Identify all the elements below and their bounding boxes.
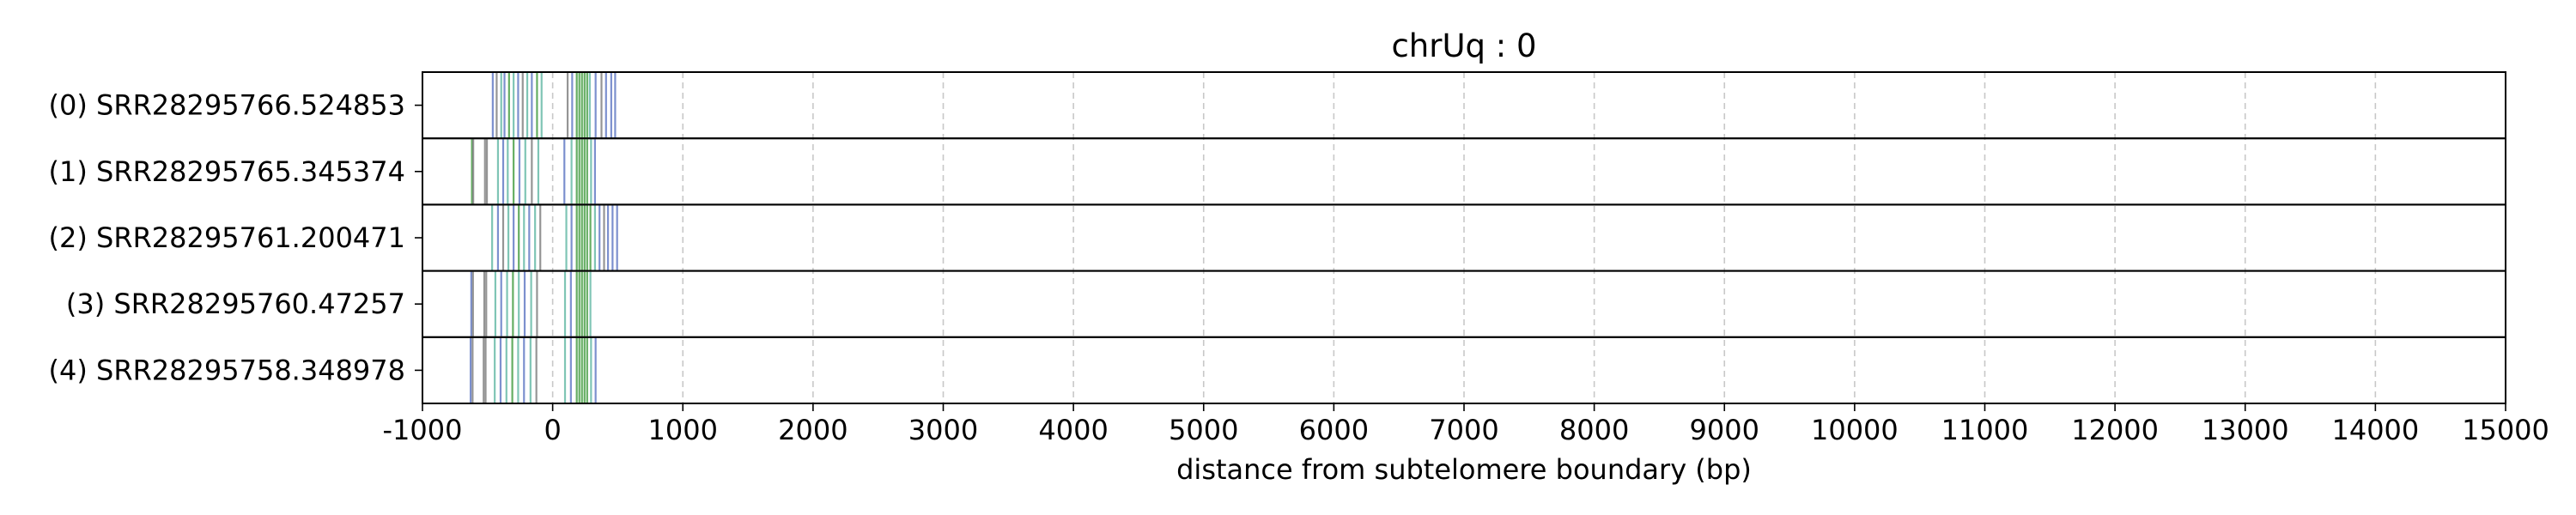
- chart-title: chrUq : 0: [1391, 27, 1536, 64]
- row-label: (4) SRR28295758.348978: [49, 354, 405, 386]
- row-label: (0) SRR28295766.524853: [49, 89, 405, 122]
- row-label: (2) SRR28295761.200471: [49, 221, 405, 254]
- x-tick-label: 1000: [648, 414, 718, 446]
- x-axis: -1000 0 1000 2000 3000 4000 5000 6000 7000 8000 90…: [383, 403, 2549, 446]
- x-tick-label: 3000: [908, 414, 978, 446]
- x-tick-label: 15000: [2462, 414, 2549, 446]
- x-tick-label: -1000: [383, 414, 463, 446]
- x-tick-label: 4000: [1038, 414, 1108, 446]
- row-label: (1) SRR28295765.345374: [49, 155, 405, 188]
- x-tick-label: 2000: [778, 414, 848, 446]
- plot-marks: [470, 73, 618, 403]
- x-tick-label: 11000: [1941, 414, 2029, 446]
- x-axis-label: distance from subtelomere boundary (bp): [1176, 453, 1752, 486]
- x-tick-label: 6000: [1299, 414, 1369, 446]
- x-tick-label: 7000: [1429, 414, 1498, 446]
- x-tick-label: 14000: [2331, 414, 2419, 446]
- gridlines: [551, 72, 2377, 403]
- x-tick-label: 13000: [2202, 414, 2289, 446]
- x-tick-label: 12000: [2071, 414, 2159, 446]
- x-tick-label: 10000: [1811, 414, 1899, 446]
- row-label: (3) SRR28295760.47257: [66, 288, 405, 320]
- x-tick-label: 0: [544, 414, 561, 446]
- row-labels: (0) SRR28295766.524853 (1) SRR28295765.34…: [49, 89, 422, 386]
- x-tick-label: 9000: [1690, 414, 1759, 446]
- x-tick-label: 8000: [1559, 414, 1629, 446]
- x-tick-label: 5000: [1169, 414, 1238, 446]
